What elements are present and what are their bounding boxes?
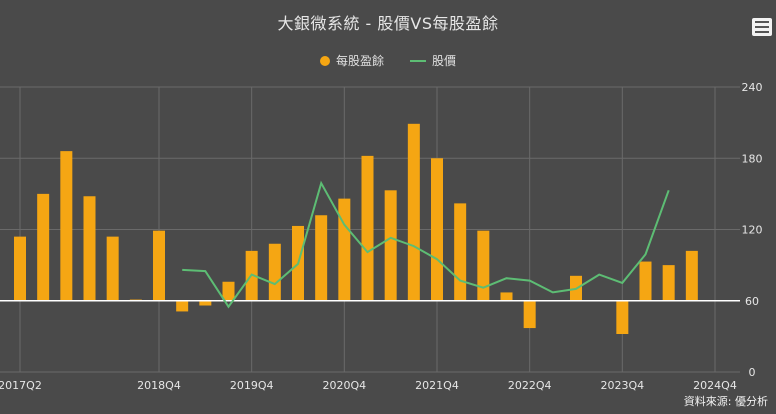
source-caption: 資料來源: 優分析: [683, 395, 768, 408]
eps-bar: [616, 300, 629, 334]
legend-eps-swatch: [319, 55, 330, 66]
x-tick-layer: 2017Q2 2018Q4 2019Q4 2020Q4 2021Q4 2022Q4 2023…: [0, 379, 737, 392]
x-tick-label: 2023Q4: [601, 379, 645, 392]
bar-layer: [14, 123, 698, 334]
y-tick-label: 180: [742, 152, 763, 165]
legend-item-price[interactable]: 股價: [410, 52, 456, 69]
y-tick-label: 240: [742, 81, 763, 94]
eps-bar: [37, 193, 50, 301]
eps-bar: [153, 230, 165, 301]
eps-bar: [662, 265, 675, 301]
eps-bar: [338, 198, 351, 301]
y-tick-label: 60: [745, 295, 759, 308]
x-tick-label: 2017Q2: [0, 379, 42, 392]
y-tick-layer: 0 60 120 180 240: [742, 81, 763, 379]
eps-bar: [685, 250, 698, 301]
eps-bar: [500, 292, 513, 301]
eps-bar: [106, 236, 119, 301]
eps-bar: [639, 261, 652, 301]
legend-eps-label: 每股盈餘: [335, 54, 384, 68]
eps-bar: [14, 236, 26, 301]
x-tick-label: 2019Q4: [230, 379, 274, 392]
x-tick-label: 2022Q4: [508, 379, 552, 392]
hamburger-menu-icon[interactable]: [752, 18, 772, 36]
eps-bar: [407, 123, 420, 301]
eps-bar: [431, 158, 443, 301]
x-tick-label: 2018Q4: [137, 379, 181, 392]
eps-bar: [454, 203, 467, 301]
x-tick-label: 2020Q4: [323, 379, 367, 392]
y-tick-label: 0: [749, 366, 756, 379]
eps-bar: [384, 190, 397, 301]
eps-bar: [176, 300, 189, 312]
legend-price-swatch: [410, 59, 426, 62]
eps-bar: [477, 230, 490, 301]
eps-bar: [83, 196, 96, 301]
eps-bar: [523, 300, 536, 329]
line-layer: [182, 180, 670, 309]
eps-bar: [199, 300, 212, 306]
chart-title: 大銀微系統 - 股價VS每股盈餘: [277, 14, 499, 33]
eps-bar: [60, 151, 73, 301]
price-line: [182, 180, 670, 309]
x-tick-label: 2021Q4: [415, 379, 459, 392]
eps-bar: [222, 281, 235, 301]
legend-item-eps[interactable]: 每股盈餘: [319, 52, 384, 69]
eps-bar: [315, 215, 328, 301]
chart-legend: 每股盈餘 股價: [0, 52, 776, 69]
y-tick-label: 120: [742, 224, 763, 237]
eps-bar: [268, 243, 281, 301]
eps-bar: [361, 155, 374, 301]
x-tick-label: 2024Q4: [693, 379, 737, 392]
legend-price-label: 股價: [432, 54, 457, 68]
